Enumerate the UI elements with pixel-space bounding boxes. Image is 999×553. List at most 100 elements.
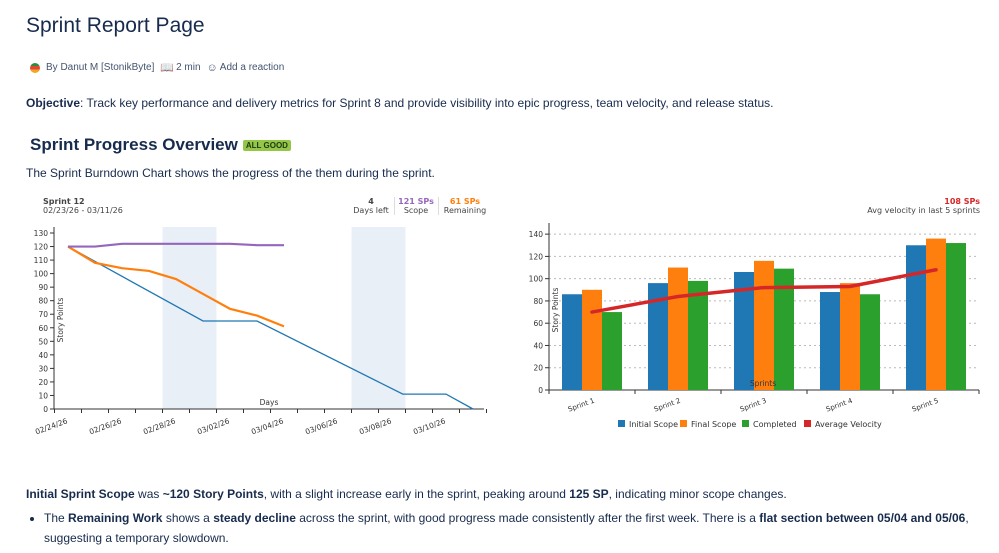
x-tick-label: 03/04/26 [250, 416, 285, 436]
bar-initial-scope [906, 245, 926, 390]
scope-value: 121 SPs [398, 197, 434, 206]
sprint-info: Sprint 12 02/23/26 - 03/11/26 [43, 197, 123, 215]
t5: 125 SP [569, 487, 609, 501]
bar-initial-scope [820, 292, 840, 390]
list-item: The Remaining Work shows a steady declin… [44, 508, 999, 548]
legend-label: Average Velocity [815, 420, 882, 429]
read-time: 2 min [176, 62, 201, 73]
y-tick-label: 120 [529, 252, 544, 261]
add-reaction-icon[interactable]: ☺ [206, 61, 218, 74]
scope-stat: 121 SPs Scope [394, 197, 437, 215]
x-tick-label: 03/06/26 [304, 416, 339, 436]
summary-paragraph: Initial Sprint Scope was ~120 Story Poin… [26, 487, 787, 501]
bar-completed [774, 268, 794, 390]
page-title: Sprint Report Page [26, 14, 205, 37]
y-tick-label: 90 [38, 283, 48, 292]
status-badge: ALL GOOD [242, 139, 291, 151]
t2: was [134, 487, 163, 501]
y-tick-label: 20 [38, 378, 48, 387]
b4: steady decline [213, 511, 296, 525]
remaining-stat: 61 SPs Remaining [438, 197, 491, 215]
add-reaction-button[interactable]: Add a reaction [219, 62, 285, 73]
author[interactable]: By Danut M [StonikByte] [46, 62, 155, 73]
series-remaining-line [67, 245, 285, 328]
x-tick-label: 02/24/26 [34, 416, 69, 436]
x-tick-label: 03/02/26 [196, 416, 231, 436]
objective-text: : Track key performance and delivery met… [80, 96, 774, 110]
legend-label: Initial Scope [629, 420, 678, 429]
legend-swatch [804, 420, 811, 427]
bar-final-scope [668, 267, 688, 390]
legend-swatch [618, 420, 625, 427]
bar-initial-scope [648, 283, 668, 390]
bar-completed [602, 312, 622, 390]
y-tick-label: 140 [529, 230, 544, 239]
bar-completed [688, 280, 708, 390]
y-tick-label: 130 [34, 229, 49, 238]
bar-completed [860, 294, 880, 390]
t6: , indicating minor scope changes. [608, 487, 787, 501]
b5: across the sprint, with good progress ma… [295, 511, 760, 525]
section-heading: Sprint Progress Overview ALL GOOD [30, 135, 291, 155]
velocity-value: 108 SPs [944, 197, 980, 206]
section-title: Sprint Progress Overview [30, 135, 238, 154]
t4: , with a slight increase early in the sp… [263, 487, 570, 501]
y-tick-label: 100 [34, 270, 49, 279]
x-axis-label: Days [260, 398, 279, 407]
sprint-name: Sprint 12 [43, 197, 85, 206]
legend-label: Final Scope [691, 420, 736, 429]
weekend-band [162, 227, 217, 409]
y-tick-label: 120 [34, 243, 49, 252]
velocity-stat: 108 SPs Avg velocity in last 5 sprints [867, 197, 980, 215]
bar-final-scope [754, 260, 774, 390]
velocity-chart: 0 20 40 60 80 100 120 140 Sprint 1 Sprint 2 Sprint… [529, 223, 980, 429]
bar-final-scope [582, 289, 602, 390]
t1: Initial Sprint Scope [26, 487, 135, 501]
x-tick-label: Sprint 2 [653, 397, 682, 414]
objective-label: Objective [26, 96, 81, 110]
bar-final-scope [840, 283, 860, 390]
bar-final-scope [926, 238, 946, 390]
burndown-chart: 0 10 20 30 40 50 60 70 80 90 100 110 120 130 02/24/26 0… [34, 227, 487, 436]
x-tick-label: 03/08/26 [358, 416, 393, 436]
y-tick-label: 60 [38, 324, 48, 333]
legend-label: Completed [753, 420, 797, 429]
bar-initial-scope [734, 271, 754, 390]
y-tick-label: 80 [533, 297, 543, 306]
y-tick-label: 70 [38, 310, 48, 319]
b2: Remaining Work [68, 511, 163, 525]
page-meta: By Danut M [StonikByte] 📖 2 min ☺ Add a … [30, 61, 284, 74]
t3: ~120 Story Points [162, 487, 264, 501]
legend-swatch [742, 420, 749, 427]
x-tick-label: Sprint 3 [739, 397, 768, 414]
days-left-value: 4 [368, 197, 374, 206]
x-tick-label: Sprint 5 [911, 397, 940, 414]
remaining-label: Remaining [443, 206, 487, 215]
y-tick-label: 0 [538, 386, 543, 395]
y-axis-label: Story Points [551, 288, 560, 333]
summary-list: The Remaining Work shows a steady declin… [26, 508, 999, 548]
remaining-value: 61 SPs [449, 197, 481, 206]
y-tick-label: 60 [533, 319, 543, 328]
y-tick-label: 20 [533, 364, 543, 373]
b3: shows a [162, 511, 214, 525]
y-tick-label: 10 [38, 391, 48, 400]
avatar[interactable] [30, 62, 40, 73]
x-axis-label: Sprints [750, 379, 776, 388]
y-tick-label: 0 [43, 405, 48, 414]
objective: Objective: Track key performance and del… [26, 96, 773, 110]
days-left-label: Days left [353, 206, 389, 215]
y-axis-label: Story Points [56, 298, 65, 343]
b1: The [44, 511, 69, 525]
y-tick-label: 110 [34, 256, 49, 265]
y-tick-label: 80 [38, 297, 48, 306]
x-tick-label: 03/10/26 [412, 416, 447, 436]
velocity-label: Avg velocity in last 5 sprints [867, 206, 980, 215]
series-ideal-line [67, 245, 474, 410]
b7: , suggesting a temporary slowdown. [44, 511, 969, 545]
scope-label: Scope [403, 206, 429, 215]
average-velocity-line [590, 268, 938, 314]
bar-completed [946, 243, 966, 390]
y-tick-label: 100 [529, 275, 544, 284]
section-intro: The Sprint Burndown Chart shows the prog… [26, 166, 435, 180]
